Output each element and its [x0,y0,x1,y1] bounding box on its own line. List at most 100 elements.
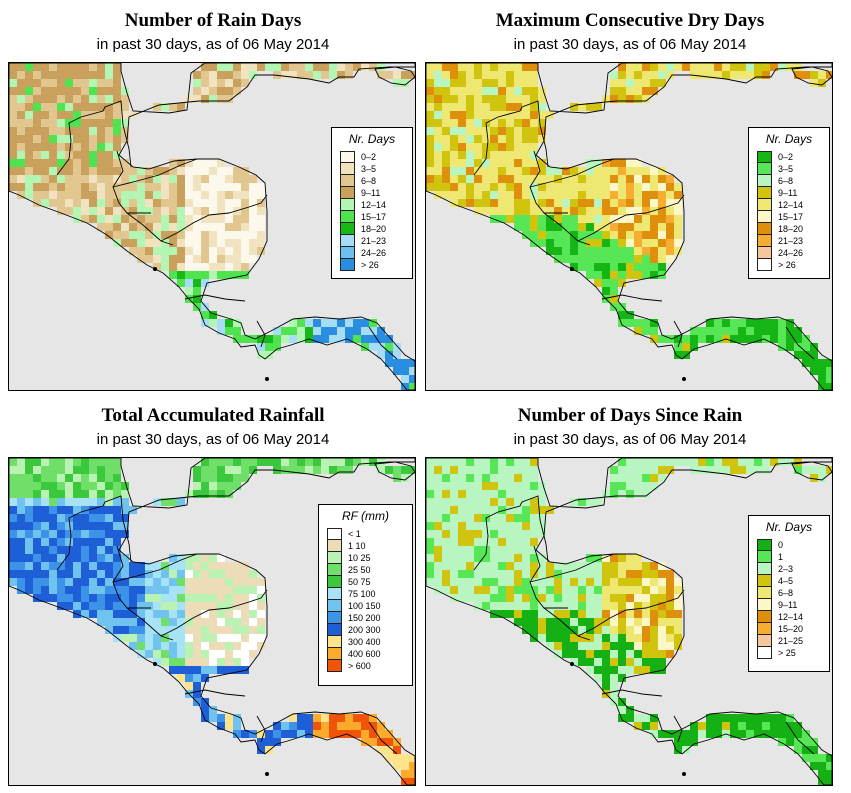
grid-cell [642,642,650,650]
grid-cell [714,319,722,327]
grid-cell [249,175,257,183]
legend-item: 9–11 [757,599,829,611]
grid-cell [450,554,458,562]
grid-cell [137,215,145,223]
grid-cell [674,730,682,738]
grid-cell [209,482,217,490]
grid-cell [217,239,225,247]
grid-cell [233,666,241,674]
legend-swatch [757,539,772,551]
grid-cell [401,71,409,79]
grid-cell [217,610,225,618]
grid-cell [177,602,185,610]
grid-cell [610,578,618,586]
grid-cell [610,658,618,666]
grid-cell [530,570,538,578]
grid-cell [353,458,361,466]
grid-cell [538,127,546,135]
grid-cell [73,111,81,119]
grid-cell [201,714,209,722]
grid-cell [105,618,113,626]
grid-cell [17,506,25,514]
grid-cell [434,570,442,578]
grid-cell [466,79,474,87]
grid-cell [522,466,530,474]
grid-cell [490,570,498,578]
grid-cell [97,570,105,578]
grid-cell [634,666,642,674]
grid-cell [401,359,409,367]
grid-cell [466,562,474,570]
grid-cell [201,650,209,658]
legend-item: 0 [757,539,829,551]
grid-cell [586,578,594,586]
grid-cell [201,87,209,95]
grid-cell [434,63,442,71]
panel-subtitle: in past 30 days, as of 06 May 2014 [513,36,747,53]
grid-cell [169,183,177,191]
grid-cell [305,458,313,466]
grid-cell [506,111,514,119]
grid-cell [474,167,482,175]
grid-cell [57,474,65,482]
grid-cell [89,498,97,506]
grid-cell [137,618,145,626]
grid-cell [530,231,538,239]
grid-cell [153,175,161,183]
grid-cell [594,103,602,111]
grid-cell [281,71,289,79]
grid-cell [201,642,209,650]
grid-cell [730,71,738,79]
grid-cell [474,546,482,554]
legend-label: 21–23 [361,236,387,246]
grid-cell [674,746,682,754]
grid-cell [201,303,209,311]
grid-cell [17,71,25,79]
grid-cell [113,159,121,167]
grid-cell [113,151,121,159]
grid-cell [201,482,209,490]
grid-cell [65,570,73,578]
grid-cell [57,199,65,207]
grid-cell [41,119,49,127]
grid-cell [514,578,522,586]
grid-cell [474,111,482,119]
grid-cell [642,466,650,474]
grid-cell [658,618,666,626]
grid-cell [586,183,594,191]
grid-cell [33,95,41,103]
grid-cell [522,223,530,231]
grid-cell [393,466,401,474]
grid-cell [522,127,530,135]
grid-cell [121,594,129,602]
grid-cell [530,514,538,522]
grid-cell [546,634,554,642]
legend-swatch [757,623,772,635]
grid-cell [810,359,818,367]
grid-cell [602,247,610,255]
grid-cell [57,111,65,119]
grid-cell [97,594,105,602]
country-border [184,689,246,697]
grid-cell [554,586,562,594]
grid-cell [385,351,393,359]
grid-cell [65,167,73,175]
grid-cell [458,514,466,522]
grid-cell [434,554,442,562]
grid-cell [490,207,498,215]
grid-cell [642,610,650,618]
grid-cell [650,231,658,239]
grid-cell [618,618,626,626]
grid-cell [49,570,57,578]
grid-cell [610,554,618,562]
grid-cell [570,215,578,223]
grid-cell [634,319,642,327]
panel-rain-days: Number of Rain Days in past 30 days, as … [8,10,418,395]
grid-cell [49,95,57,103]
grid-cell [658,79,666,87]
grid-cell [145,207,153,215]
grid-cell [249,247,257,255]
grid-cell [762,63,770,71]
grid-cell [233,642,241,650]
